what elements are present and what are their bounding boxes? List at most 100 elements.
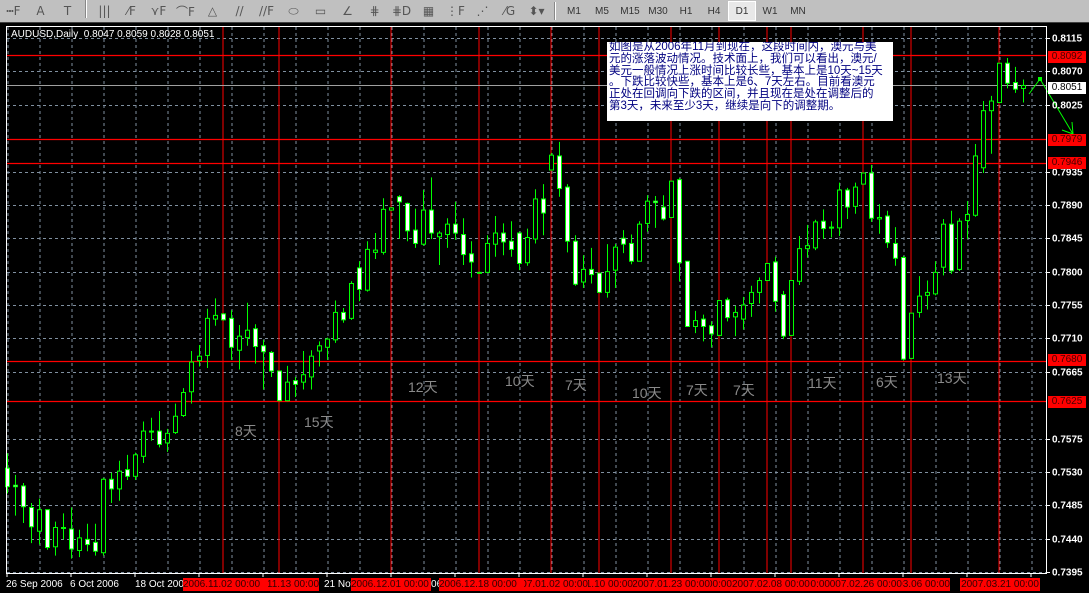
vline-date-text: 2007.01.10 00:00 xyxy=(588,579,633,590)
timeframe-m1-button[interactable]: M1 xyxy=(567,5,581,17)
parallel-lines-icon[interactable]: // xyxy=(235,4,244,18)
candle-bull xyxy=(245,329,250,339)
candle-bear xyxy=(821,220,826,230)
timeframe-h4-button[interactable]: H4 xyxy=(707,5,721,17)
candle-bear xyxy=(13,484,18,488)
candle-bear xyxy=(69,528,74,550)
arrows-dropdown-icon[interactable]: ⬍▾ xyxy=(528,4,545,18)
day-count-label: 15天 xyxy=(304,414,334,430)
equidistant-channel-icon[interactable]: //F xyxy=(259,4,274,18)
candle-bear xyxy=(573,240,578,285)
candle-bull xyxy=(933,271,938,295)
time-axis-label: 26 Sep 2006 xyxy=(6,579,63,590)
fibo-arcs-icon[interactable]: ⋎F xyxy=(150,4,167,18)
gann-fan-icon[interactable]: ⋰ xyxy=(476,4,489,18)
candle-bull xyxy=(205,317,210,356)
level-price-label: 0.7979 xyxy=(1048,134,1086,146)
candle-bull xyxy=(381,208,386,253)
candle-bull xyxy=(989,100,994,112)
candle-bear xyxy=(869,172,874,219)
triangle-icon[interactable]: △ xyxy=(207,4,218,18)
candle-bull xyxy=(237,335,242,351)
candle-bull xyxy=(285,381,290,402)
day-count-label: 11天 xyxy=(808,375,837,391)
vline-date-label: 2006.12.01 00:00 xyxy=(351,578,431,591)
candle-bear xyxy=(413,229,418,244)
candle-bear xyxy=(293,380,298,385)
vline-date-text: 2006.11.13 00:00 xyxy=(268,579,319,590)
timeframe-m30-button[interactable]: M30 xyxy=(648,5,668,17)
candle-bear xyxy=(597,272,602,293)
vline-date-label: 2007.01.10 00:00 xyxy=(588,578,633,591)
gann-grid-icon[interactable]: ⁄G xyxy=(503,4,516,18)
angle-icon[interactable]: ∠ xyxy=(342,4,353,18)
vline-date-label: 2007.02.26 00:00 xyxy=(830,578,902,591)
grid-icon[interactable]: ▦ xyxy=(422,4,435,18)
vline-date-label: 2007.02.13 00:00 xyxy=(810,578,830,591)
candle-bear xyxy=(541,198,546,214)
andrews-pitchfork-icon[interactable]: ⋕D xyxy=(391,4,412,18)
timeframe-bar: M1 M5 M15 M30 H1 H4 D1 W1 MN xyxy=(560,1,812,21)
fibo-fan-icon[interactable]: ⁄F xyxy=(127,4,136,18)
candle-bull xyxy=(805,245,810,250)
candle-bear xyxy=(21,485,26,508)
candle-bear xyxy=(517,232,522,264)
candle-bull xyxy=(37,509,42,532)
candle-bull xyxy=(613,246,618,271)
candle-bull xyxy=(349,282,354,319)
text-icon[interactable]: A xyxy=(36,4,45,18)
candle-bear xyxy=(405,202,410,232)
level-price-label: 0.7946 xyxy=(1048,157,1086,169)
timeframe-d1-button[interactable]: D1 xyxy=(728,1,756,21)
fibo-channel-icon[interactable]: ⌒F xyxy=(176,4,195,19)
candle-bear xyxy=(565,186,570,242)
candle-bear xyxy=(149,430,154,433)
candle-bear xyxy=(629,242,634,262)
vline-date-label: 2006.11.02 00:00 xyxy=(183,578,268,591)
candle-bear xyxy=(653,200,658,204)
chart-frame xyxy=(6,26,1047,574)
candle-bull xyxy=(813,221,818,249)
price-tick-label: 0.8070 xyxy=(1052,66,1083,77)
vline-date-label: 2007.01.02 00:00 xyxy=(524,578,588,591)
candle-bull xyxy=(717,300,722,336)
candle-bear xyxy=(469,253,474,263)
day-count-label: 7天 xyxy=(565,377,587,393)
level-price-label: 0.7680 xyxy=(1048,354,1086,366)
toolbar: ┅F A T ||| ⁄F ⋎F ⌒F △////F ⬭ ▭ ∠ ⋕ ⋕D ▦ ⋮F ⋰ ⁄G ⬍▾ M1 M5 M1… xyxy=(0,0,1089,23)
ellipse-icon[interactable]: ⬭ xyxy=(288,3,299,18)
candle-bear xyxy=(677,179,682,264)
candle-bull xyxy=(733,311,738,318)
day-count-label: 13天 xyxy=(937,370,967,386)
vertical-lines-icon[interactable]: ||| xyxy=(98,4,111,18)
timeframe-w1-button[interactable]: W1 xyxy=(762,5,778,17)
candle-bear xyxy=(1013,82,1018,90)
horizontal-line-fibo-icon[interactable]: ┅F xyxy=(6,4,21,18)
vline-date-text: 2007.03.06 00:00 xyxy=(902,579,950,590)
vline-date-text: 2007.02.26 00:00 xyxy=(830,579,902,590)
timeframe-m5-button[interactable]: M5 xyxy=(595,5,609,17)
candle-bear xyxy=(885,215,890,244)
candle-bull xyxy=(909,312,914,359)
candle-bear xyxy=(429,209,434,234)
vline-date-label: 2007.01.31 00:00 xyxy=(710,578,732,591)
candle-bear xyxy=(357,267,362,290)
timeframe-m15-button[interactable]: M15 xyxy=(620,5,640,17)
candle-bear xyxy=(949,223,954,272)
price-tick-label: 0.7530 xyxy=(1052,467,1083,478)
text-label-icon[interactable]: T xyxy=(63,4,72,18)
fibo-time-zones-icon[interactable]: ⋮F xyxy=(446,4,465,18)
note-line: 。下跌比较快些，基本上是6、7天左右。目前看澳元 xyxy=(609,76,875,89)
text-note[interactable]: 如图是从2006年11月到现在，这段时间内，澳元与美 元的涨落波动情况。技术面上… xyxy=(607,42,893,121)
candle-bull xyxy=(77,537,82,551)
timeframe-h1-button[interactable]: H1 xyxy=(679,5,693,17)
candle-bull xyxy=(389,207,394,211)
timeframe-mn-button[interactable]: MN xyxy=(790,5,806,17)
rectangle-icon[interactable]: ▭ xyxy=(314,4,327,18)
level-price-label: 0.7625 xyxy=(1048,396,1086,408)
gann-line-icon[interactable]: ⋕ xyxy=(369,4,380,18)
candle-bull xyxy=(941,223,946,268)
candle-bull xyxy=(317,345,322,352)
candle-bull xyxy=(829,226,834,229)
